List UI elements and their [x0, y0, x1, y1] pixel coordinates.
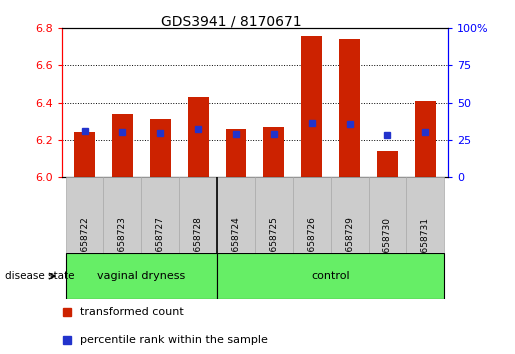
Text: percentile rank within the sample: percentile rank within the sample: [80, 335, 268, 345]
Bar: [217, 253, 444, 299]
Bar: [415, 101, 436, 177]
Text: GSM658724: GSM658724: [231, 217, 241, 271]
Text: GSM658722: GSM658722: [80, 217, 89, 271]
Text: GSM658728: GSM658728: [194, 217, 202, 272]
Bar: [406, 177, 444, 253]
Bar: [369, 177, 406, 253]
Bar: [179, 177, 217, 253]
Text: GSM658726: GSM658726: [307, 217, 316, 272]
Bar: [65, 253, 217, 299]
Bar: [293, 177, 331, 253]
Bar: [255, 177, 293, 253]
Bar: [377, 151, 398, 177]
Text: GSM658727: GSM658727: [156, 217, 165, 272]
Bar: [104, 177, 141, 253]
Text: transformed count: transformed count: [80, 307, 183, 316]
Bar: [141, 177, 179, 253]
Text: GSM658731: GSM658731: [421, 217, 430, 272]
Bar: [150, 119, 170, 177]
Bar: [331, 177, 369, 253]
Bar: [65, 177, 104, 253]
Bar: [264, 127, 284, 177]
Text: disease state: disease state: [5, 271, 75, 281]
Text: GSM658725: GSM658725: [269, 217, 279, 272]
Text: vaginal dryness: vaginal dryness: [97, 271, 185, 281]
Text: GSM658730: GSM658730: [383, 217, 392, 272]
Bar: [217, 177, 255, 253]
Bar: [74, 132, 95, 177]
Bar: [187, 97, 209, 177]
Bar: [112, 114, 133, 177]
Bar: [301, 36, 322, 177]
Text: GSM658729: GSM658729: [345, 217, 354, 272]
Text: GSM658723: GSM658723: [118, 217, 127, 272]
Bar: [226, 129, 246, 177]
Text: GDS3941 / 8170671: GDS3941 / 8170671: [161, 14, 302, 28]
Text: control: control: [312, 271, 350, 281]
Bar: [339, 39, 360, 177]
